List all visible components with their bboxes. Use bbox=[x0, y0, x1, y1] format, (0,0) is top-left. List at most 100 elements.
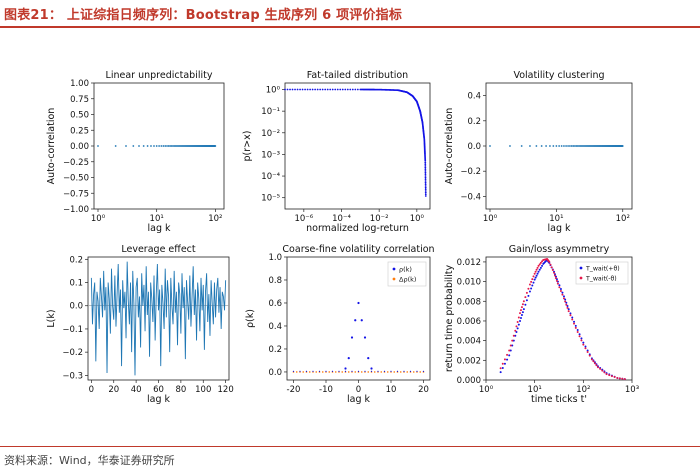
gain-loss-point bbox=[584, 347, 587, 350]
data-point bbox=[341, 88, 344, 91]
x-tick-label: 10⁻⁴ bbox=[332, 214, 351, 224]
data-point bbox=[573, 145, 576, 147]
chart-title: Volatility clustering bbox=[513, 70, 604, 81]
y-axis-label: return time probability bbox=[444, 265, 455, 373]
y-tick-label: −0.3 bbox=[62, 371, 83, 381]
gain-loss-point bbox=[578, 335, 581, 338]
data-point bbox=[336, 88, 339, 91]
rho-point bbox=[305, 370, 308, 372]
data-point bbox=[286, 88, 289, 91]
rho-point bbox=[357, 301, 360, 305]
y-tick-label: 0.6 bbox=[268, 299, 282, 309]
data-point bbox=[424, 195, 427, 197]
gain-loss-point bbox=[516, 327, 519, 330]
data-point bbox=[294, 88, 296, 91]
gain-loss-point bbox=[603, 371, 606, 374]
gain-loss-point bbox=[519, 312, 522, 315]
y-axis-label: Auto-correlation bbox=[46, 108, 57, 185]
gain-loss-point bbox=[537, 264, 540, 267]
data-point bbox=[153, 145, 155, 147]
gain-loss-point bbox=[574, 326, 577, 329]
y-tick-label: 0.00 bbox=[70, 142, 89, 152]
delta-rho-point bbox=[419, 371, 422, 373]
data-point bbox=[560, 145, 563, 147]
rho-point bbox=[318, 370, 321, 372]
data-point bbox=[167, 145, 170, 147]
delta-rho-point bbox=[308, 371, 311, 373]
data-point bbox=[621, 145, 624, 147]
data-point bbox=[424, 161, 427, 164]
y-tick-label: −0.25 bbox=[63, 158, 89, 168]
y-tick-label: 10⁻⁵ bbox=[261, 194, 280, 204]
x-tick-label: 20 bbox=[108, 385, 119, 395]
data-point bbox=[424, 176, 427, 179]
rho-point bbox=[357, 370, 360, 372]
rho-point bbox=[422, 370, 425, 372]
gain-loss-point bbox=[521, 311, 524, 314]
gain-loss-point bbox=[576, 331, 579, 334]
delta-rho-point bbox=[393, 371, 396, 373]
gain-loss-point bbox=[538, 268, 541, 271]
delta-rho-point bbox=[354, 371, 357, 373]
y-tick-label: −1.00 bbox=[63, 205, 89, 215]
gain-loss-point bbox=[499, 371, 502, 374]
x-tick-label: 10² bbox=[208, 214, 222, 224]
gain-loss-point bbox=[580, 337, 583, 340]
chart-title: Leverage effect bbox=[121, 244, 196, 255]
legend-marker bbox=[579, 266, 583, 270]
gain-loss-point bbox=[616, 377, 619, 380]
x-tick-label: 40 bbox=[131, 385, 142, 395]
data-point bbox=[552, 145, 555, 147]
rho-point bbox=[396, 370, 399, 372]
x-tick-label: -10 bbox=[319, 385, 333, 395]
rho-point bbox=[409, 370, 412, 372]
gain-loss-point bbox=[539, 266, 542, 269]
y-tick-label: 0.008 bbox=[457, 297, 481, 307]
x-tick-label: 20 bbox=[418, 385, 429, 395]
rho-point bbox=[390, 370, 392, 372]
gain-loss-point bbox=[525, 299, 528, 302]
gain-loss-point bbox=[564, 300, 567, 303]
x-tick-label: 80 bbox=[175, 385, 186, 395]
data-point bbox=[289, 88, 291, 91]
gain-loss-point bbox=[549, 263, 552, 266]
gain-loss-point bbox=[582, 343, 585, 346]
header-rule bbox=[0, 26, 700, 28]
gain-loss-point bbox=[590, 358, 593, 361]
delta-rho-point bbox=[386, 371, 389, 373]
delta-rho-point bbox=[373, 371, 376, 373]
data-point bbox=[424, 181, 427, 184]
data-point bbox=[346, 88, 349, 91]
y-axis-label: Auto-correlation bbox=[444, 108, 455, 185]
gain-loss-point bbox=[506, 353, 509, 356]
gain-loss-point bbox=[561, 291, 564, 294]
legend-label: ρ(k) bbox=[399, 266, 412, 274]
gain-loss-point bbox=[501, 366, 504, 369]
x-axis-label: time ticks t' bbox=[531, 394, 587, 405]
data-point bbox=[172, 145, 174, 147]
data-point bbox=[578, 145, 580, 147]
gain-loss-point bbox=[618, 377, 621, 380]
data-point bbox=[424, 188, 427, 191]
gain-loss-point bbox=[517, 316, 520, 319]
x-axis-label: lag k bbox=[347, 394, 371, 405]
y-tick-label: 0.012 bbox=[457, 258, 481, 268]
gain-loss-point bbox=[536, 272, 539, 275]
data-point bbox=[349, 88, 352, 91]
y-tick-label: 1.0 bbox=[268, 253, 282, 263]
data-point bbox=[160, 145, 163, 147]
gain-loss-point bbox=[559, 289, 562, 292]
data-point bbox=[424, 173, 427, 176]
gain-loss-point bbox=[571, 318, 574, 321]
x-tick-label: 0 bbox=[89, 385, 94, 395]
y-tick-label: 0.4 bbox=[467, 92, 481, 102]
gain-loss-point bbox=[596, 366, 599, 369]
gain-loss-point bbox=[592, 360, 595, 363]
source-note: 资料来源：Wind，华泰证券研究所 bbox=[4, 454, 175, 467]
gain-loss-point bbox=[580, 339, 583, 342]
data-point bbox=[424, 170, 427, 172]
chart-title: Linear unpredictability bbox=[106, 70, 213, 81]
gain-loss-point bbox=[537, 270, 540, 273]
data-point bbox=[138, 145, 140, 147]
delta-rho-point bbox=[399, 371, 402, 373]
